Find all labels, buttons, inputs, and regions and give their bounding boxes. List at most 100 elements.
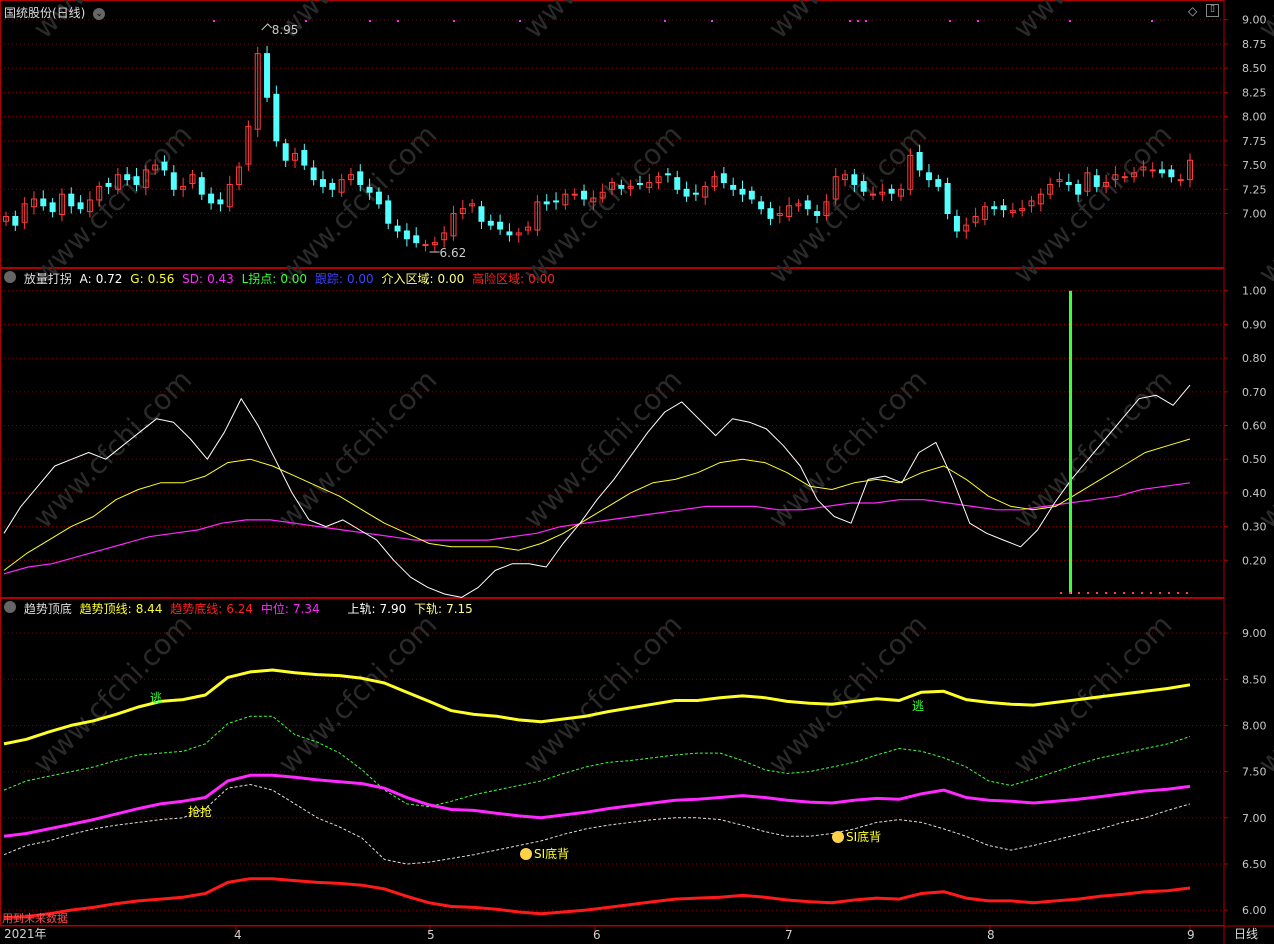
stock-title: 国统股份(日线) bbox=[4, 6, 86, 20]
candle-body bbox=[515, 232, 522, 236]
upper-label: 上轨: bbox=[347, 602, 376, 616]
y-tick-label: 8.00 bbox=[1242, 111, 1267, 124]
price-layer: 8.95 6.62 bbox=[3, 20, 1193, 260]
candle-body bbox=[991, 206, 998, 210]
candle-body bbox=[431, 242, 438, 246]
candle-body bbox=[692, 192, 699, 195]
series-g-line bbox=[3, 438, 1191, 571]
candle-body bbox=[189, 174, 196, 184]
signal-dot bbox=[849, 20, 851, 22]
candle-body bbox=[142, 169, 149, 188]
candle-body bbox=[1009, 210, 1016, 214]
y-tick-label: 9.00 bbox=[1242, 14, 1267, 27]
candle-body bbox=[264, 53, 271, 98]
track-value: 0.00 bbox=[346, 272, 374, 286]
y-tick-label: 8.50 bbox=[1242, 673, 1267, 686]
candle-body bbox=[394, 225, 401, 232]
candle-body bbox=[953, 215, 960, 232]
y-tick-label: 9.00 bbox=[1242, 627, 1267, 640]
signal-dot bbox=[213, 20, 215, 22]
watermark-text: www.cfchi.com bbox=[762, 0, 934, 45]
signal-dot bbox=[453, 20, 455, 22]
series-bottom-line bbox=[3, 877, 1191, 919]
watermark-text: www.cfchi.com bbox=[27, 363, 199, 535]
candle-body bbox=[823, 201, 830, 216]
watermark-text: www.cfchi.com bbox=[1007, 0, 1179, 45]
y-tick-label: 0.90 bbox=[1242, 318, 1267, 331]
x-label-apr: 4 bbox=[234, 928, 242, 942]
x-label-jun: 6 bbox=[593, 928, 601, 942]
candle-body bbox=[748, 190, 755, 200]
y-tick-label: 0.80 bbox=[1242, 352, 1267, 365]
entry-value: 0.00 bbox=[437, 272, 465, 286]
candle-body bbox=[739, 188, 746, 195]
y-tick-label: 0.40 bbox=[1242, 487, 1267, 500]
candle-body bbox=[1103, 182, 1110, 187]
bottom-marker bbox=[1159, 592, 1161, 594]
bottom-marker bbox=[1069, 592, 1071, 594]
upper-value: 7.90 bbox=[379, 602, 407, 616]
bottom-value: 6.24 bbox=[226, 602, 254, 616]
watermark-text: www.cfchi.com bbox=[762, 118, 934, 290]
candle-body bbox=[329, 182, 336, 190]
candle-body bbox=[375, 191, 382, 205]
candle-body bbox=[1000, 205, 1007, 211]
collapse-icon[interactable] bbox=[4, 601, 16, 613]
bottom-marker bbox=[1087, 592, 1089, 594]
candle-body bbox=[105, 182, 112, 187]
candle-body bbox=[627, 185, 634, 189]
collapse-icon[interactable]: ⌄ bbox=[93, 7, 106, 20]
top-label: 趋势顶线: bbox=[79, 602, 132, 616]
y-tick-label: 0.60 bbox=[1242, 420, 1267, 433]
diamond-icon[interactable]: ◇ bbox=[1188, 4, 1198, 18]
trend-panel-header: 趋势顶底 趋势顶线: 8.44 趋势底线: 6.24 中位: 7.34 上轨: 7.90… bbox=[4, 600, 477, 617]
candle-body bbox=[963, 224, 970, 232]
high-marker-arrow bbox=[261, 23, 273, 31]
candle-body bbox=[450, 213, 457, 237]
watermark-text: www.cfchi.com bbox=[27, 608, 199, 780]
candle-body bbox=[553, 200, 560, 203]
candle-body bbox=[226, 183, 233, 208]
bottom-marker bbox=[1177, 592, 1179, 594]
trend-annotation: 逃 bbox=[912, 699, 924, 713]
bottom-marker bbox=[1060, 592, 1062, 594]
candle-body bbox=[711, 176, 718, 187]
series-sd-line bbox=[3, 482, 1191, 575]
candle-body bbox=[12, 215, 19, 226]
period-button[interactable]: 日线 bbox=[1234, 927, 1259, 941]
candle-body bbox=[534, 201, 541, 231]
candle-body bbox=[832, 176, 839, 200]
candle-body bbox=[1084, 172, 1091, 192]
entry-label: 介入区域: bbox=[381, 272, 434, 286]
candle-body bbox=[49, 202, 56, 213]
bottom-marker bbox=[1150, 592, 1152, 594]
candle-body bbox=[730, 184, 737, 190]
candle-body bbox=[208, 193, 215, 204]
candle-body bbox=[403, 230, 410, 240]
candle-body bbox=[655, 176, 662, 184]
candle-body bbox=[422, 244, 429, 247]
x-label-year: 2021年 bbox=[4, 927, 47, 941]
candle-body bbox=[282, 143, 289, 161]
collapse-icon[interactable] bbox=[4, 271, 16, 283]
series-upper-line bbox=[3, 715, 1191, 808]
candle-body bbox=[1037, 193, 1044, 205]
g-label: G: bbox=[130, 272, 144, 286]
face-icon bbox=[520, 848, 532, 860]
candle-body bbox=[254, 53, 261, 130]
bottom-marker bbox=[1168, 592, 1170, 594]
candle-body bbox=[338, 179, 345, 193]
candle-body bbox=[413, 235, 420, 244]
series-top-line bbox=[3, 668, 1191, 746]
bottom-marker bbox=[1132, 592, 1134, 594]
candle-body bbox=[702, 185, 709, 198]
y-tick-label: 8.75 bbox=[1242, 38, 1267, 51]
y-tick-label: 7.75 bbox=[1242, 135, 1267, 148]
candle-body bbox=[870, 193, 877, 196]
candle-body bbox=[68, 193, 75, 207]
candle-body bbox=[814, 211, 821, 216]
candle-body bbox=[1093, 175, 1100, 187]
y-tick-label: 0.30 bbox=[1242, 521, 1267, 534]
maximize-icon[interactable]: ▯ bbox=[1206, 4, 1219, 17]
